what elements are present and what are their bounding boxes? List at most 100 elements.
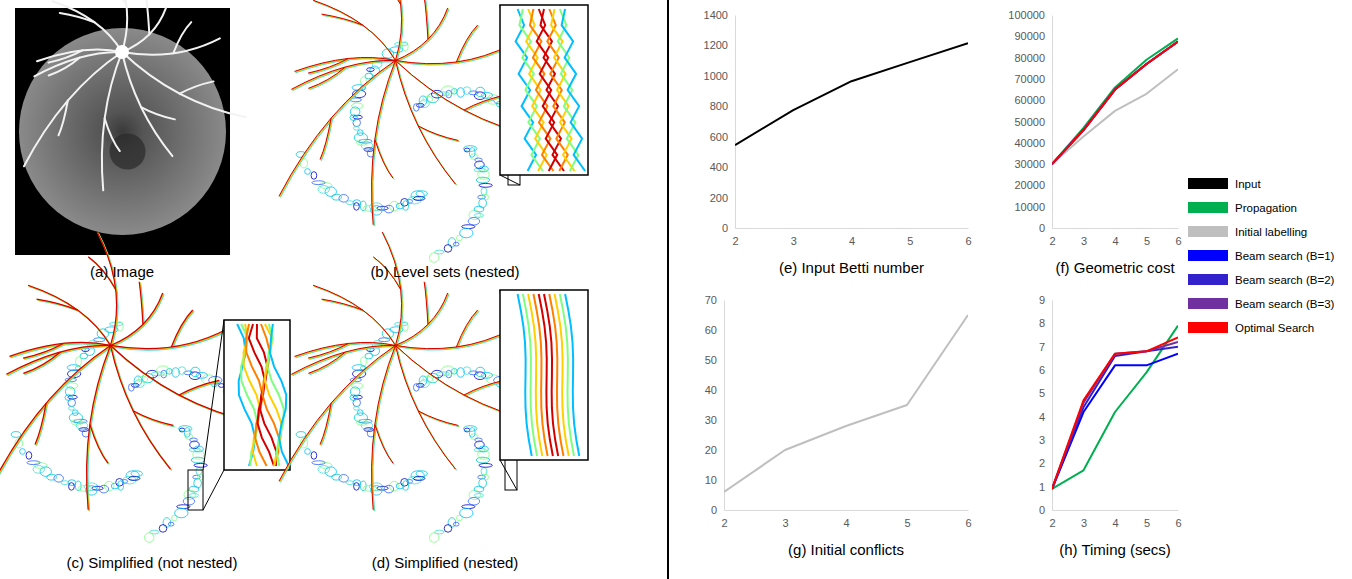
tick-label: 80000 bbox=[1014, 52, 1045, 64]
tick: 4 bbox=[1039, 411, 1052, 423]
contour bbox=[395, 60, 455, 184]
tick: 0 bbox=[1039, 222, 1052, 234]
contour bbox=[87, 345, 111, 509]
tick: 1 bbox=[1039, 481, 1052, 493]
contour bbox=[172, 311, 193, 348]
contour bbox=[365, 353, 373, 359]
tick-label: 4 bbox=[1112, 235, 1118, 247]
tick: 0 bbox=[722, 222, 735, 234]
contour bbox=[37, 300, 78, 311]
legend-swatch bbox=[1188, 202, 1228, 213]
fundus-image bbox=[15, 0, 246, 255]
contour bbox=[429, 533, 439, 543]
contour bbox=[413, 384, 419, 392]
contour bbox=[465, 381, 505, 396]
contour bbox=[375, 140, 393, 179]
contour bbox=[377, 486, 388, 490]
contour bbox=[296, 432, 306, 438]
tick: 6 bbox=[1039, 364, 1052, 376]
contour bbox=[373, 62, 397, 226]
contour bbox=[346, 201, 354, 205]
contour bbox=[71, 420, 82, 426]
vessel bbox=[173, 22, 191, 53]
contour bbox=[131, 471, 142, 477]
contour bbox=[479, 166, 489, 172]
legend-swatch bbox=[1188, 178, 1228, 189]
inset bbox=[500, 5, 588, 185]
contour bbox=[112, 347, 172, 471]
contour bbox=[373, 0, 400, 5]
inset-contour bbox=[565, 294, 579, 456]
contour bbox=[92, 486, 103, 490]
contour bbox=[384, 233, 403, 346]
vessel bbox=[60, 13, 95, 22]
contour bbox=[395, 8, 447, 60]
tick-label: 40 bbox=[705, 384, 717, 396]
contour bbox=[27, 461, 40, 465]
contour bbox=[322, 14, 363, 25]
tick: 4 bbox=[843, 510, 849, 529]
contour bbox=[372, 345, 396, 509]
contour bbox=[396, 8, 448, 60]
contour bbox=[110, 329, 226, 348]
tick: 10 bbox=[705, 474, 724, 486]
contour bbox=[350, 115, 358, 121]
contour bbox=[312, 461, 325, 465]
contour bbox=[133, 411, 173, 426]
contour bbox=[190, 438, 198, 442]
level-set-image bbox=[0, 232, 259, 542]
contour bbox=[474, 494, 484, 498]
contour bbox=[397, 9, 449, 61]
contour bbox=[87, 346, 111, 510]
plot-area bbox=[1052, 326, 1178, 489]
tick: 6 bbox=[965, 510, 971, 529]
contour bbox=[111, 330, 227, 349]
contour bbox=[29, 286, 111, 346]
tick: 50000 bbox=[1014, 116, 1052, 128]
tick: 70 bbox=[705, 294, 724, 306]
tick: 5 bbox=[904, 510, 910, 529]
contour bbox=[140, 282, 144, 325]
contour bbox=[356, 420, 367, 426]
legend-swatch bbox=[1188, 298, 1228, 309]
contour bbox=[457, 25, 478, 62]
contour bbox=[178, 426, 191, 432]
tick: 2 bbox=[732, 228, 738, 247]
contour bbox=[280, 62, 396, 198]
contour bbox=[376, 425, 394, 464]
tick-label: 4 bbox=[1039, 411, 1045, 423]
contour bbox=[460, 228, 473, 238]
series-line bbox=[1052, 42, 1178, 164]
tick-label: 70 bbox=[705, 294, 717, 306]
vessel bbox=[102, 52, 122, 190]
tick-label: 200 bbox=[710, 192, 728, 204]
series-line bbox=[724, 315, 968, 492]
contour bbox=[111, 294, 163, 346]
axis-line bbox=[1052, 301, 1053, 511]
contour bbox=[313, 286, 395, 346]
tick: 30000 bbox=[1014, 158, 1052, 170]
series-line bbox=[1052, 342, 1178, 489]
contour bbox=[98, 233, 117, 346]
tick: 40 bbox=[705, 384, 724, 396]
contour bbox=[314, 2, 396, 62]
divider bbox=[667, 0, 669, 579]
plot-area bbox=[724, 315, 968, 492]
plot-area bbox=[735, 43, 968, 145]
contour bbox=[397, 62, 457, 186]
contour bbox=[389, 201, 399, 211]
contour bbox=[189, 486, 199, 492]
contour bbox=[397, 347, 457, 471]
contour bbox=[0, 345, 110, 481]
contour bbox=[468, 497, 479, 505]
contour bbox=[403, 201, 409, 211]
tick: 80000 bbox=[1014, 52, 1052, 64]
tick-label: 0 bbox=[711, 504, 717, 516]
zoom-line bbox=[500, 460, 517, 490]
tick: 600 bbox=[710, 131, 735, 143]
tick-label: 30000 bbox=[1014, 158, 1045, 170]
inset-contour bbox=[544, 294, 558, 456]
vessel bbox=[34, 52, 122, 76]
contour bbox=[354, 406, 360, 410]
inset-contour bbox=[270, 324, 289, 466]
